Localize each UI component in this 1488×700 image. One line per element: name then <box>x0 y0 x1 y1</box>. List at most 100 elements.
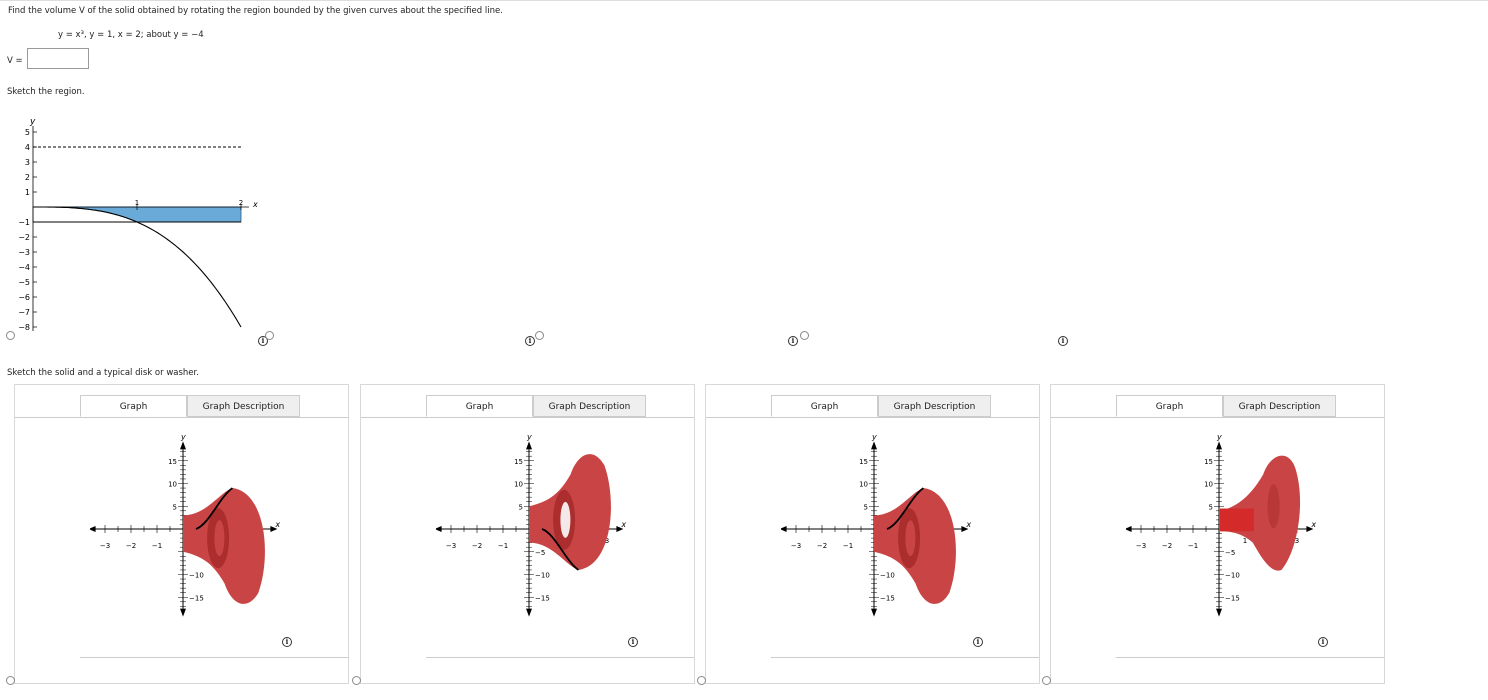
radio-option-c[interactable] <box>535 331 544 340</box>
radio-option-a[interactable] <box>6 331 15 340</box>
y-axis-arrow <box>871 608 877 617</box>
curve-outline <box>195 487 233 530</box>
y-tick-label: −15 <box>880 594 895 602</box>
x-tick-label: −2 <box>472 542 482 550</box>
region-graph-b: 87654321−1−2−3−4−512xy <box>265 100 530 345</box>
y-tick-label: 15 <box>859 458 868 466</box>
y-axis-label: y <box>180 432 186 441</box>
info-icon[interactable]: i <box>525 336 535 346</box>
radio-option-solid[interactable] <box>352 676 361 685</box>
y-tick-label: 2 <box>25 173 30 182</box>
panel-divider <box>426 657 694 658</box>
y-axis-arrow <box>1216 608 1222 617</box>
y-tick-label: 5 <box>1209 503 1213 511</box>
info-icon[interactable]: i <box>628 637 638 647</box>
x-tick-label: −1 <box>498 542 508 550</box>
y-axis-label: y <box>871 432 877 441</box>
y-tick-label: −5 <box>1225 549 1235 557</box>
tab-bar: Graph Graph Description <box>15 395 348 418</box>
y-tick-label: −7 <box>18 308 30 317</box>
x-axis-arrow <box>1306 526 1314 532</box>
y-axis-arrow <box>871 441 877 450</box>
y-tick-label: −10 <box>1225 572 1240 580</box>
y-axis-arrow <box>180 441 186 450</box>
x-axis-label: x <box>965 520 971 529</box>
x-tick-label: −3 <box>1136 542 1146 550</box>
answer-label: V = <box>7 56 23 66</box>
tab-bar: Graph Graph Description <box>361 395 694 418</box>
tab-graph[interactable]: Graph <box>426 395 533 417</box>
y-axis-label: y <box>526 432 532 441</box>
radio-option-b[interactable] <box>265 331 274 340</box>
y-tick-label: 10 <box>168 481 177 489</box>
sketch-region-label: Sketch the region. <box>7 87 85 97</box>
tab-bar: Graph Graph Description <box>1051 395 1384 418</box>
x-tick-label: −2 <box>817 542 827 550</box>
radio-option-solid[interactable] <box>1042 676 1051 685</box>
y-tick-label: −15 <box>535 594 550 602</box>
info-icon[interactable]: i <box>788 336 798 346</box>
y-tick-label: −6 <box>18 293 30 302</box>
tab-graph[interactable]: Graph <box>771 395 878 417</box>
x-axis-arrow <box>1126 526 1132 532</box>
panel-divider <box>771 657 1039 658</box>
washer-hole <box>214 520 225 557</box>
info-icon[interactable]: i <box>258 336 268 346</box>
tab-graph[interactable]: Graph <box>80 395 187 417</box>
y-tick-label: −8 <box>18 323 30 332</box>
x-tick-label: −3 <box>100 542 110 550</box>
info-icon[interactable]: i <box>282 637 292 647</box>
x-tick-label: 1 <box>135 199 139 207</box>
panel-divider <box>80 657 348 658</box>
x-axis-arrow <box>436 526 442 532</box>
y-tick-label: −15 <box>189 594 204 602</box>
radio-option-d[interactable] <box>800 331 809 340</box>
info-icon[interactable]: i <box>973 637 983 647</box>
tab-graph[interactable]: Graph <box>1116 395 1223 417</box>
washer-hole <box>560 501 571 538</box>
y-tick-label: −10 <box>880 572 895 580</box>
tab-graph-description[interactable]: Graph Description <box>187 395 300 417</box>
tab-graph-description[interactable]: Graph Description <box>533 395 646 417</box>
curve-outline <box>541 528 579 571</box>
y-axis-arrow <box>1216 441 1222 450</box>
y-axis-arrow <box>180 608 186 617</box>
y-tick-label: −5 <box>535 549 545 557</box>
radio-option-solid[interactable] <box>697 676 706 685</box>
x-tick-label: −1 <box>1188 542 1198 550</box>
y-tick-label: −10 <box>535 572 550 580</box>
y-tick-label: −3 <box>18 248 30 257</box>
tab-bar: Graph Graph Description <box>706 395 1039 418</box>
problem-equations: y = x³, y = 1, x = 2; about y = −4 <box>58 30 204 40</box>
y-tick-label: 5 <box>25 128 30 137</box>
curve-outline <box>886 487 924 530</box>
x-axis-arrow <box>90 526 96 532</box>
x-axis-arrow <box>961 526 969 532</box>
x-tick-label: −3 <box>791 542 801 550</box>
y-tick-label: 5 <box>864 503 868 511</box>
y-tick-label: −2 <box>18 233 30 242</box>
y-tick-label: 10 <box>514 481 523 489</box>
solid-inner <box>184 515 194 552</box>
volume-answer-input[interactable] <box>27 48 89 69</box>
y-axis-arrow <box>526 608 532 617</box>
x-tick-label: −3 <box>446 542 456 550</box>
y-tick-label: 3 <box>25 158 30 167</box>
tab-graph-description[interactable]: Graph Description <box>878 395 991 417</box>
info-icon[interactable]: i <box>1318 637 1328 647</box>
info-icon[interactable]: i <box>1058 336 1068 346</box>
x-axis-label: x <box>1310 520 1316 529</box>
y-tick-label: 15 <box>514 458 523 466</box>
y-tick-label: −5 <box>18 278 30 287</box>
x-axis-label: x <box>252 200 258 209</box>
washer-hole <box>905 520 916 557</box>
x-tick-label: −1 <box>843 542 853 550</box>
problem-instruction: Find the volume V of the solid obtained … <box>8 6 503 16</box>
tab-graph-description[interactable]: Graph Description <box>1223 395 1336 417</box>
radio-option-solid[interactable] <box>6 676 15 685</box>
